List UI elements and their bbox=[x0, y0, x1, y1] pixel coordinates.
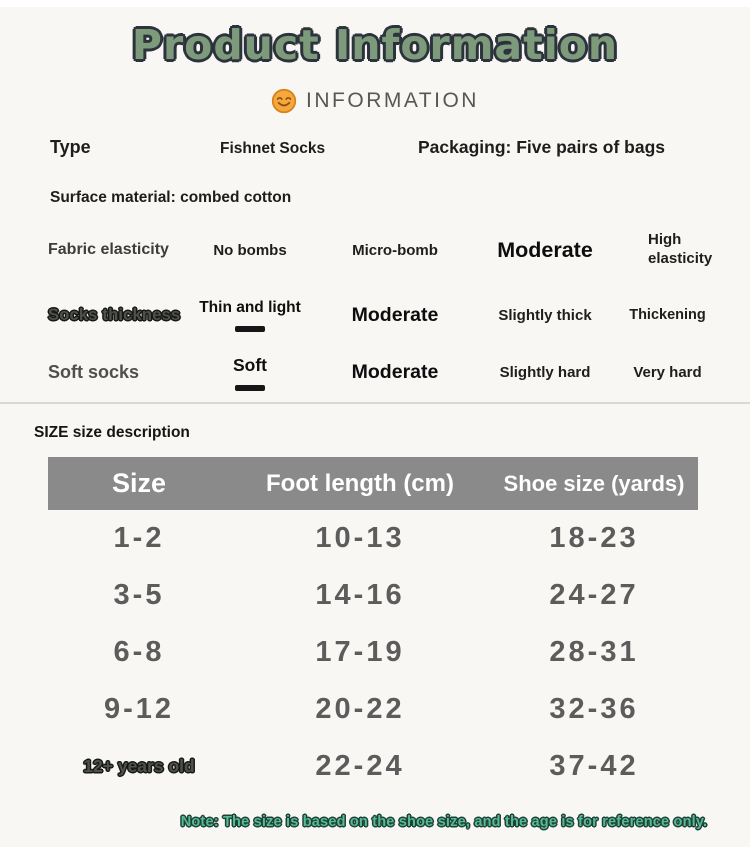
size-table-row: 6-8 17-19 28-31 bbox=[48, 624, 698, 681]
size-table-cell: 28-31 bbox=[549, 636, 639, 668]
footer-note: Note: The size is based on the shoe size… bbox=[180, 814, 708, 830]
size-table-cell: 32-36 bbox=[549, 693, 639, 725]
spec-option-text: Moderate bbox=[351, 303, 439, 326]
bottom-white-strip bbox=[0, 847, 750, 853]
spec-label-fabric-elasticity: Fabric elasticity bbox=[48, 241, 169, 258]
spec-option-cell: No bombs bbox=[185, 242, 315, 259]
packaging-text: Packaging: Five pairs of bags bbox=[418, 137, 666, 157]
spec-option-cell: Very hard bbox=[615, 364, 720, 381]
smiley-emoji-icon bbox=[271, 88, 297, 114]
type-row: Type Fishnet Socks Packaging: Five pairs… bbox=[0, 137, 750, 158]
size-table-cell: 18-23 bbox=[549, 522, 639, 554]
size-table-row: 12+ years old 22-24 37-42 bbox=[48, 738, 698, 795]
spec-option-cell: Slightly thick bbox=[475, 307, 615, 324]
size-table-cell: 1-2 bbox=[113, 522, 165, 554]
subtitle-row: INFORMATION bbox=[0, 88, 750, 114]
size-table-cell: 12+ years old bbox=[83, 756, 195, 776]
spec-option-text: Thickening bbox=[629, 307, 706, 323]
spec-option-cell: Moderate bbox=[475, 238, 615, 263]
subtitle-text: INFORMATION bbox=[306, 89, 479, 112]
size-table-cell: 3-5 bbox=[113, 579, 165, 611]
size-table-body: 1-2 10-13 18-23 3-5 14-16 24-27 6-8 17-19 28-31 9… bbox=[0, 510, 750, 795]
size-table-cell: 24-27 bbox=[549, 579, 639, 611]
spec-option-cell: Thin and light bbox=[185, 299, 315, 332]
spec-option-text: Slightly hard bbox=[499, 364, 591, 381]
spec-option-text: Very hard bbox=[633, 364, 702, 381]
spec-option-cell: Slightly hard bbox=[475, 364, 615, 381]
spec-option-cell: Soft bbox=[185, 355, 315, 391]
size-column-header: Shoe size (yards) bbox=[503, 470, 685, 496]
size-table-cell: 6-8 bbox=[113, 636, 165, 668]
spec-option-cell: Moderate bbox=[315, 361, 475, 384]
type-value: Fishnet Socks bbox=[220, 140, 326, 157]
size-table-cell: 10-13 bbox=[315, 522, 405, 554]
spec-row-socks-thickness: Socks thickness Thin and light Moderate Sli… bbox=[0, 287, 750, 343]
spec-option-text: High elasticity bbox=[648, 231, 713, 267]
size-section-title: SIZE size description bbox=[34, 424, 190, 441]
size-table-cell: 20-22 bbox=[315, 693, 405, 725]
size-table-row: 3-5 14-16 24-27 bbox=[48, 567, 698, 624]
size-table-cell: 9-12 bbox=[103, 693, 175, 725]
selection-underline bbox=[235, 325, 265, 332]
size-column-header: Size bbox=[111, 468, 167, 498]
spec-option-text: Slightly thick bbox=[498, 306, 592, 324]
size-table-cell: 14-16 bbox=[315, 579, 405, 611]
spec-option-text: Moderate bbox=[497, 237, 593, 262]
top-white-strip bbox=[0, 0, 750, 7]
size-table-cell: 22-24 bbox=[315, 750, 405, 782]
page-title: Product Information bbox=[131, 21, 619, 69]
spec-rows-container: Fabric elasticity No bombs Micro-bomb Moder… bbox=[0, 213, 750, 402]
size-table-header: Size Foot length (cm) Shoe size (yards) bbox=[48, 457, 698, 510]
spec-option-cell: Moderate bbox=[315, 304, 475, 327]
spec-option-text: Micro-bomb bbox=[352, 241, 438, 259]
size-table-cell: 37-42 bbox=[549, 750, 639, 782]
spec-option-text: Soft bbox=[232, 354, 268, 375]
surface-material-text: Surface material: combed cotton bbox=[50, 189, 292, 206]
spec-option-text: No bombs bbox=[213, 241, 287, 259]
spec-row-soft-socks: Soft socks Soft Moderate Slightly hard Very … bbox=[0, 343, 750, 402]
size-table-row: 9-12 20-22 32-36 bbox=[48, 681, 698, 738]
spec-option-cell: High elasticity bbox=[615, 231, 720, 269]
selection-underline bbox=[235, 384, 265, 391]
spec-option-cell: Thickening bbox=[615, 307, 720, 323]
spec-option-text: Thin and light bbox=[199, 298, 301, 316]
size-column-header: Foot length (cm) bbox=[266, 469, 454, 497]
type-label: Type bbox=[50, 137, 91, 157]
spec-option-cell: Micro-bomb bbox=[315, 242, 475, 259]
spec-label-socks-thickness: Socks thickness bbox=[48, 305, 181, 324]
spec-label-soft-socks: Soft socks bbox=[48, 362, 140, 382]
section-divider bbox=[0, 402, 750, 404]
size-table-row: 1-2 10-13 18-23 bbox=[48, 510, 698, 567]
spec-option-text: Moderate bbox=[351, 361, 439, 383]
spec-row-fabric-elasticity: Fabric elasticity No bombs Micro-bomb Moder… bbox=[0, 213, 750, 287]
size-table-cell: 17-19 bbox=[315, 636, 405, 668]
